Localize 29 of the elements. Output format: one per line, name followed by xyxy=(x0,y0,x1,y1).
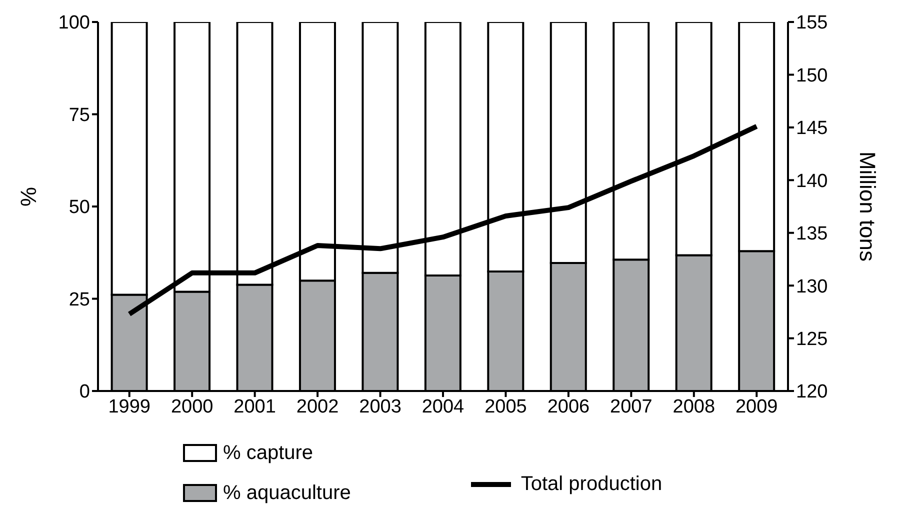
legend-label: % aquaculture xyxy=(223,482,351,504)
x-tick-label: 2005 xyxy=(484,396,527,418)
x-tick-label: 2001 xyxy=(234,396,276,418)
legend-label: Total production xyxy=(520,472,662,496)
y-axis-title: % xyxy=(16,186,41,206)
x-tick-label: 2004 xyxy=(422,396,465,418)
x-tick-label: 1999 xyxy=(108,396,151,418)
y2-tick-label: 120 xyxy=(796,382,828,403)
y-tick-label: 50 xyxy=(68,197,90,218)
x-tick-label: 2000 xyxy=(170,396,214,418)
y-tick-label: 100 xyxy=(58,12,90,34)
y2-axis-title: Million tons xyxy=(855,151,880,262)
x-tick-label: 2008 xyxy=(672,396,716,418)
y2-tick-label: 155 xyxy=(796,12,828,34)
y-tick-label: 75 xyxy=(68,104,90,126)
x-tick-label: 2009 xyxy=(735,396,778,418)
x-tick-label: 2002 xyxy=(296,396,339,418)
y-tick-label: 0 xyxy=(79,382,90,403)
y2-tick-label: 135 xyxy=(796,224,828,245)
y2-tick-label: 130 xyxy=(796,276,828,298)
y-tick-label: 25 xyxy=(68,289,90,310)
y2-tick-label: 140 xyxy=(796,170,828,192)
y2-tick-label: 125 xyxy=(796,329,828,350)
x-tick-label: 2006 xyxy=(547,396,590,418)
legend-label: % capture xyxy=(223,442,314,464)
y2-tick-label: 145 xyxy=(796,118,828,140)
x-tick-label: 2003 xyxy=(359,396,402,418)
x-tick-label: 2007 xyxy=(610,396,652,418)
y2-tick-label: 150 xyxy=(796,65,828,86)
